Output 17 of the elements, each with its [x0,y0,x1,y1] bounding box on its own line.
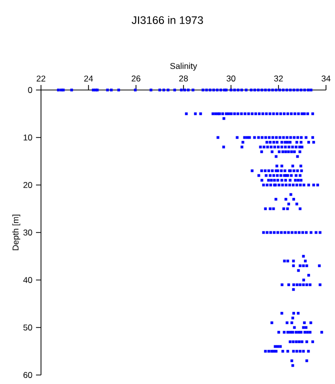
x-axis-title: Salinity [170,62,198,71]
y-tick-label: 30 [23,230,32,236]
y-tick-label: 40 [23,277,32,283]
x-tick-label: 22 [36,76,46,82]
x-tick-label: 26 [132,75,140,82]
x-tick-label: 34 [322,75,330,82]
x-tick-label: 30 [226,75,236,82]
x-tick-label: 32 [274,75,283,82]
x-tick-label: 28 [179,75,188,82]
y-tick-label: 10 [24,134,32,140]
chart-title: JI3166 in 1973 [132,16,203,24]
y-tick-label: 20 [23,182,32,188]
y-tick-label: 50 [23,324,32,330]
y-tick-label: 60 [24,372,32,378]
y-tick-label: 0 [28,87,32,93]
y-axis-title: Depth [m] [12,214,20,250]
x-tick-label: 24 [84,76,93,82]
